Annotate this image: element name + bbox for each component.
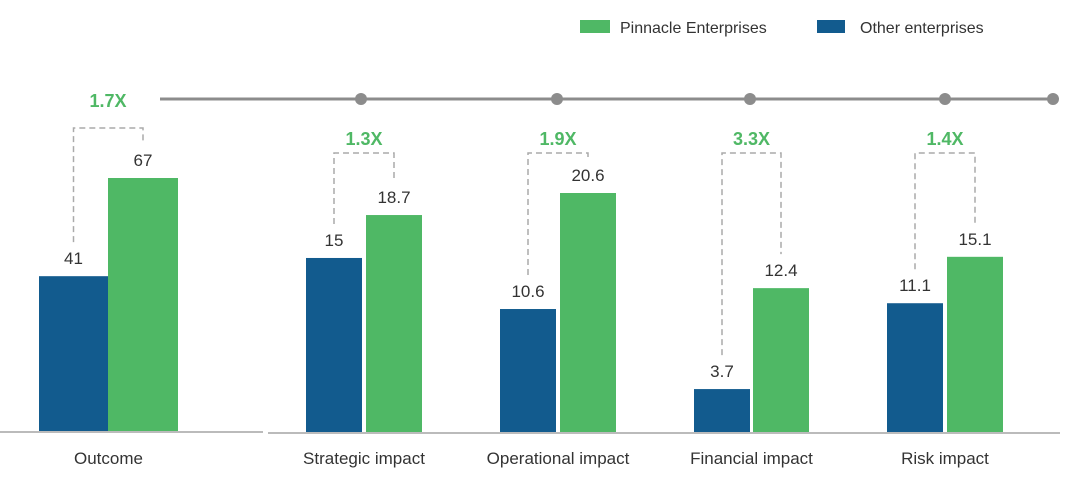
timeline-dot bbox=[744, 93, 756, 105]
timeline-dot bbox=[551, 93, 563, 105]
legend-label-other: Other enterprises bbox=[860, 20, 984, 37]
comparison-bracket bbox=[527, 152, 589, 276]
category-label: Outcome bbox=[74, 449, 143, 468]
bar-pinnacle-0 bbox=[108, 178, 178, 431]
timeline-dot bbox=[355, 93, 367, 105]
data-label-other: 3.7 bbox=[710, 362, 734, 381]
legend-swatch-pinnacle bbox=[580, 20, 610, 33]
bar-pinnacle-2 bbox=[560, 193, 616, 432]
data-label-pinnacle: 67 bbox=[134, 151, 153, 170]
legend-label-pinnacle: Pinnacle Enterprises bbox=[620, 20, 767, 37]
bar-other-0 bbox=[39, 276, 108, 431]
data-label-pinnacle: 12.4 bbox=[764, 261, 797, 280]
data-label-pinnacle: 20.6 bbox=[571, 166, 604, 185]
data-label-other: 41 bbox=[64, 249, 83, 268]
multiplier-label: 1.3X bbox=[345, 129, 382, 149]
data-label-pinnacle: 18.7 bbox=[377, 188, 410, 207]
legend-swatch-other bbox=[817, 20, 845, 33]
bar-other-3 bbox=[694, 389, 750, 432]
comparison-bracket bbox=[72, 127, 144, 243]
bar-pinnacle-3 bbox=[753, 288, 809, 432]
comparison-bracket bbox=[914, 152, 976, 270]
data-label-other: 10.6 bbox=[511, 282, 544, 301]
timeline-dot bbox=[939, 93, 951, 105]
bar-pinnacle-4 bbox=[947, 256, 1003, 432]
data-label-other: 15 bbox=[325, 231, 344, 250]
data-label-pinnacle: 15.1 bbox=[958, 230, 991, 249]
multiplier-label: 3.3X bbox=[733, 129, 770, 149]
category-label: Financial impact bbox=[690, 449, 813, 468]
timeline-dot bbox=[1047, 93, 1059, 105]
bar-other-4 bbox=[887, 303, 943, 432]
multiplier-label: 1.9X bbox=[539, 129, 576, 149]
multiplier-label: 1.4X bbox=[926, 129, 963, 149]
bar-other-1 bbox=[306, 257, 362, 432]
legend: Pinnacle Enterprises Other enterprises bbox=[580, 20, 984, 37]
category-label: Operational impact bbox=[487, 449, 630, 468]
multiplier-label: 1.7X bbox=[89, 91, 126, 111]
category-label: Risk impact bbox=[901, 449, 989, 468]
bar-pinnacle-1 bbox=[366, 215, 422, 432]
comparison-bracket bbox=[333, 152, 395, 224]
data-label-other: 11.1 bbox=[899, 276, 931, 295]
comparison-bracket bbox=[721, 152, 782, 356]
category-label: Strategic impact bbox=[303, 449, 425, 468]
bar-other-2 bbox=[500, 309, 556, 432]
timeline bbox=[160, 93, 1059, 105]
